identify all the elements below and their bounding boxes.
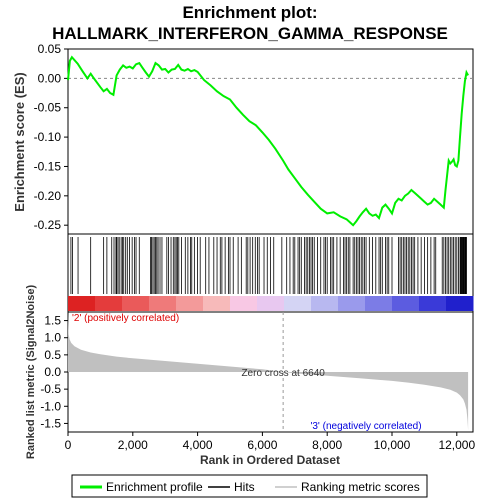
ranking-metric-area <box>68 312 469 431</box>
metric-ytick-label: -0.5 <box>40 382 61 396</box>
colorbar-segment <box>203 296 231 311</box>
metric-ytick-label: 1.5 <box>44 314 61 328</box>
x-tick-label: 2,000 <box>118 438 148 452</box>
metric-ytick-label: -1.0 <box>40 399 61 413</box>
x-tick-label: 10,000 <box>374 438 411 452</box>
legend-label: Enrichment profile <box>106 480 203 494</box>
legend-label: Ranking metric scores <box>301 480 420 494</box>
chart-title-line-1: Enrichment plot: <box>182 3 317 22</box>
colorbar-segment <box>338 296 366 311</box>
colorbar-segment <box>365 296 393 311</box>
metric-axis-label: Ranked list metric (Signal2Noise) <box>25 285 37 460</box>
colorbar-segment <box>230 296 258 311</box>
metric-ytick-label: 0.0 <box>44 365 61 379</box>
colorbar-segment <box>95 296 123 311</box>
ranking-colorbar <box>68 296 474 311</box>
colorbar-segment <box>122 296 150 311</box>
x-tick-label: 6,000 <box>247 438 277 452</box>
metric-ytick-label: -1.5 <box>40 416 61 430</box>
colorbar-segment <box>257 296 285 311</box>
colorbar-segment <box>446 296 474 311</box>
negative-correlation-label: '3' (negatively correlated) <box>310 421 421 432</box>
zero-cross-label: Zero cross at 6640 <box>241 368 325 379</box>
colorbar-segment <box>392 296 420 311</box>
es-ytick-label: -0.20 <box>34 189 62 203</box>
x-tick-label: 8,000 <box>312 438 342 452</box>
es-panel-axes: 0.05 0.00 -0.05 -0.10 -0.15 -0.20 -0.25 <box>34 42 473 232</box>
metric-panel-axes: 1.5 1.0 0.5 0.0 -0.5 -1.0 -1.5 <box>40 314 68 430</box>
es-ytick-label: 0.05 <box>38 42 62 56</box>
colorbar-segment <box>149 296 177 311</box>
es-ytick-label: -0.15 <box>34 159 62 173</box>
x-tick-label: 0 <box>65 438 72 452</box>
colorbar-segment <box>68 296 96 311</box>
x-axis-label: Rank in Ordered Dataset <box>200 453 340 467</box>
x-axis: 0 2,000 4,000 6,000 8,000 10,000 12,000 <box>65 432 475 452</box>
enrichment-profile-line <box>67 55 469 227</box>
hits-panel <box>70 237 467 294</box>
chart-title-line-2: HALLMARK_INTERFERON_GAMMA_RESPONSE <box>52 24 448 43</box>
es-ytick-label: -0.10 <box>34 130 62 144</box>
es-ytick-label: 0.00 <box>38 71 62 85</box>
colorbar-segment <box>176 296 204 311</box>
x-tick-label: 12,000 <box>438 438 475 452</box>
colorbar-segment <box>419 296 447 311</box>
legend-label: Hits <box>234 480 255 494</box>
legend-box <box>71 474 428 498</box>
colorbar-segment <box>311 296 339 311</box>
positive-correlation-label: '2' (positively correlated) <box>72 313 179 324</box>
metric-ytick-label: 1.0 <box>44 331 61 345</box>
es-ytick-label: -0.25 <box>34 218 62 232</box>
es-axis-label: Enrichment score (ES) <box>12 72 27 211</box>
metric-ytick-label: 0.5 <box>44 348 61 362</box>
legend: Enrichment profile Hits Ranking metric sco… <box>80 480 420 494</box>
colorbar-segment <box>284 296 312 311</box>
x-tick-label: 4,000 <box>183 438 213 452</box>
es-ytick-label: -0.05 <box>34 101 62 115</box>
